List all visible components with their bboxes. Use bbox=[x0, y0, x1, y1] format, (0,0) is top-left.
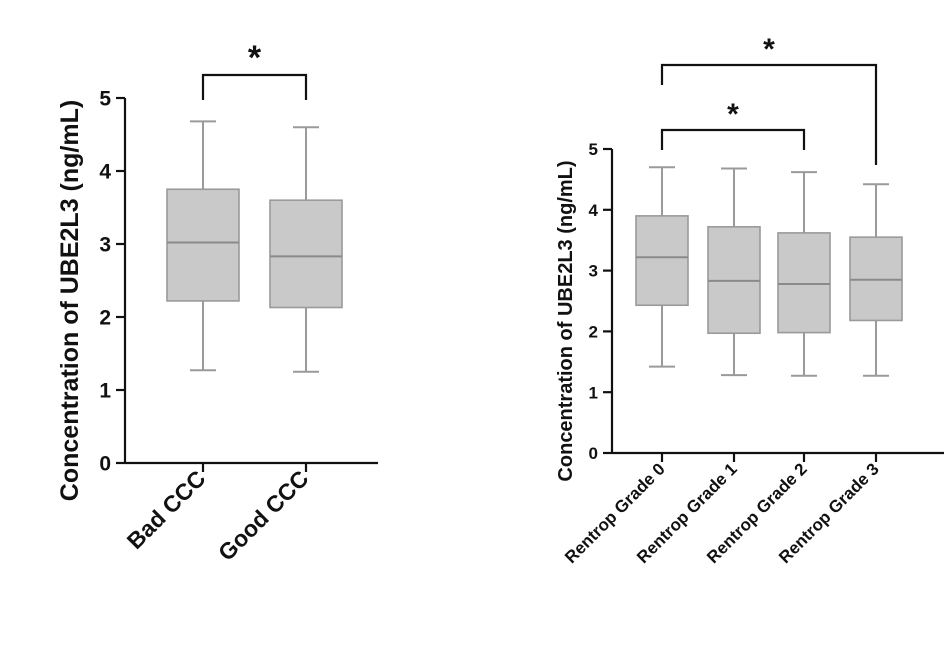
iqr-box bbox=[167, 189, 239, 301]
box-4 bbox=[850, 184, 902, 376]
y-tick-label: 0 bbox=[99, 453, 111, 476]
y-tick-label: 4 bbox=[99, 161, 111, 184]
chart-panel-2: 012345Concentration of UBE2L3 (ng/mL)Ren… bbox=[555, 33, 944, 567]
significance-bracket bbox=[203, 75, 306, 100]
y-tick-label: 2 bbox=[99, 307, 111, 330]
significance-bracket bbox=[662, 130, 804, 150]
iqr-box bbox=[270, 200, 342, 307]
significance-star: * bbox=[248, 39, 262, 77]
y-tick-label: 2 bbox=[589, 323, 598, 342]
significance-star: * bbox=[763, 33, 775, 66]
box-2 bbox=[708, 168, 760, 375]
y-tick-label: 5 bbox=[99, 88, 111, 111]
y-tick-label: 5 bbox=[589, 140, 598, 159]
box-2 bbox=[270, 127, 342, 372]
box-3 bbox=[778, 172, 830, 376]
y-tick-label: 4 bbox=[589, 201, 599, 220]
x-category-label: Good CCC bbox=[213, 465, 314, 566]
y-tick-label: 1 bbox=[589, 383, 598, 402]
iqr-box bbox=[778, 233, 830, 333]
y-tick-label: 0 bbox=[589, 444, 598, 463]
chart-panel-1: 0 1 2 3 4 5 Concentration of UBE2L3 (ng/mL) Bad… bbox=[56, 39, 378, 566]
y-tick-label: 1 bbox=[99, 380, 111, 403]
y-tick-label: 3 bbox=[99, 234, 111, 257]
y-tick-label: 3 bbox=[589, 262, 598, 281]
box-1 bbox=[636, 167, 688, 366]
box-1 bbox=[167, 121, 239, 370]
significance-star: * bbox=[727, 98, 739, 131]
significance-bracket bbox=[662, 65, 876, 165]
iqr-box bbox=[636, 216, 688, 305]
y-axis-title: Concentration of UBE2L3 (ng/mL) bbox=[555, 160, 577, 481]
x-category-label: Bad CCC bbox=[122, 465, 211, 554]
y-axis-title: Concentration of UBE2L3 (ng/mL) bbox=[56, 100, 84, 501]
